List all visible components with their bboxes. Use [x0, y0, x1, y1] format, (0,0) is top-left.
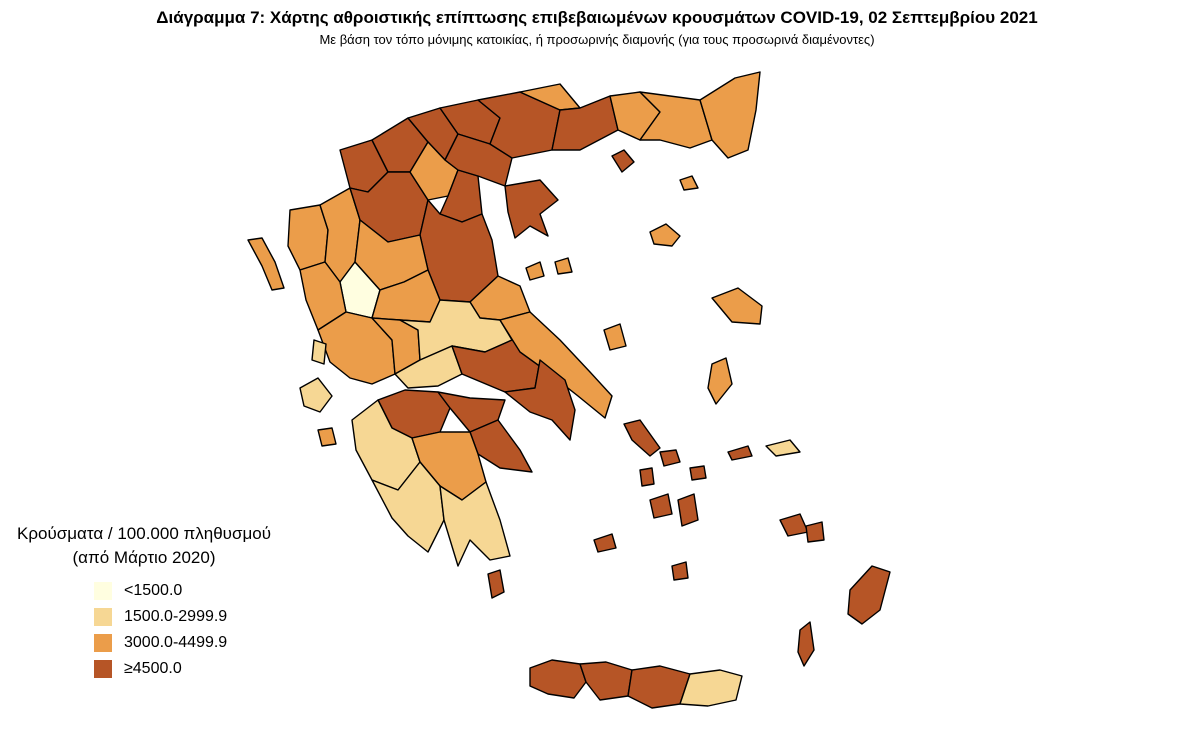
map-title: Διάγραμμα 7: Χάρτης αθροιστικής επίπτωση… [156, 8, 1038, 27]
region-skyros [603, 323, 627, 351]
legend-item: 1500.0-2999.9 [94, 604, 284, 630]
legend-swatch [94, 608, 112, 626]
region-kos [805, 521, 825, 543]
region-zakynthos [317, 427, 337, 447]
region-karpathos [797, 621, 815, 667]
region-kalymnos [779, 513, 809, 537]
legend-title: Κρούσματα / 100.000 πληθυσμού (από Μάρτι… [14, 522, 274, 570]
region-paros [649, 493, 673, 519]
legend-swatch [94, 660, 112, 678]
legend-swatch [94, 634, 112, 652]
region-lefkada [311, 339, 327, 365]
region-evros [699, 71, 761, 159]
legend-label: 3000.0-4499.9 [124, 634, 228, 651]
region-rodos [847, 565, 891, 625]
legend-item: <1500.0 [94, 578, 284, 604]
legend-item: ≥4500.0 [94, 656, 284, 682]
legend-item: 3000.0-4499.9 [94, 630, 284, 656]
region-chios [707, 357, 733, 405]
region-thesprotia [287, 204, 329, 271]
region-lasithi [679, 669, 743, 707]
region-syros [639, 467, 655, 487]
map-subtitle: Με βάση τον τόπο μόνιμης κατοικίας, ή πρ… [319, 32, 875, 47]
region-kefalonia [299, 377, 333, 413]
region-evia [499, 311, 613, 419]
region-samos [765, 439, 801, 457]
region-santorini [671, 561, 689, 581]
region-attiki [504, 359, 576, 441]
region-chalkidiki [504, 179, 559, 239]
region-lesvos [711, 287, 763, 325]
region-kerkyra [247, 237, 285, 291]
region-limnos [649, 223, 681, 247]
region-kythira [487, 569, 505, 599]
region-milos [593, 533, 617, 553]
legend-label: 1500.0-2999.9 [124, 608, 228, 625]
region-chania [529, 659, 587, 699]
legend: Κρούσματα / 100.000 πληθυσμού (από Μάρτι… [14, 522, 284, 682]
region-samothraki [679, 175, 699, 191]
region-ikaria [727, 445, 753, 461]
legend-items: <1500.0 1500.0-2999.9 3000.0-4499.9 ≥450… [94, 578, 284, 682]
region-lakonia [439, 481, 511, 567]
region-skopelos [554, 257, 573, 275]
region-thasos [611, 149, 635, 173]
region-skiathos [525, 261, 545, 281]
region-naxos [677, 493, 699, 527]
legend-title-line1: Κρούσματα / 100.000 πληθυσμού [17, 524, 271, 543]
region-andros [623, 419, 661, 457]
region-tinos [659, 449, 681, 467]
region-mykonos [689, 465, 707, 481]
legend-title-line2: (από Μάρτιο 2020) [72, 548, 216, 567]
region-rethymno [579, 661, 633, 701]
legend-swatch [94, 582, 112, 600]
legend-label: ≥4500.0 [124, 660, 182, 677]
legend-label: <1500.0 [124, 582, 183, 599]
